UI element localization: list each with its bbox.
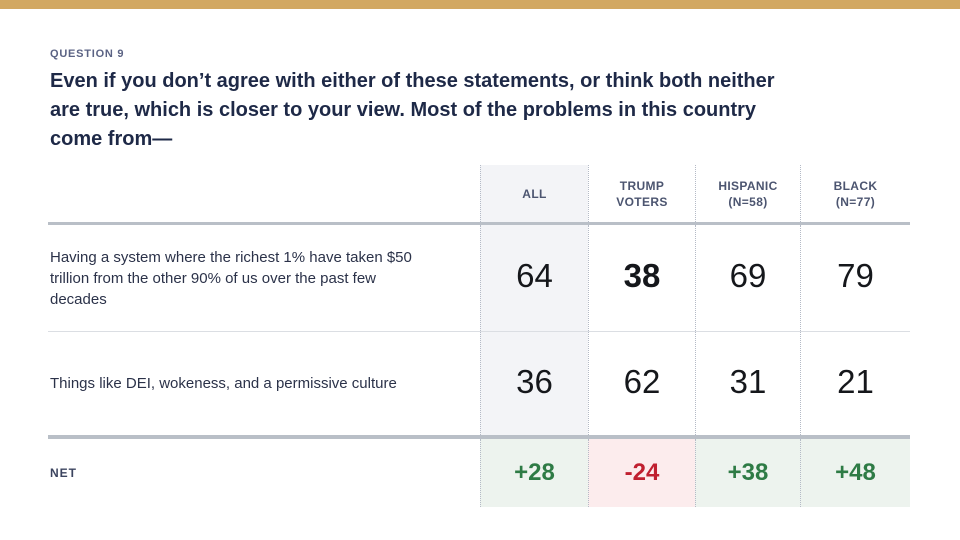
net-value-hispanic: +38 [695, 439, 800, 507]
net-row-label: NET [50, 466, 77, 480]
row2-value-all: 36 [480, 332, 588, 435]
net-value-all: +28 [480, 439, 588, 507]
column-header-trump-label: TRUMP [619, 178, 665, 193]
column-header-all-label: ALL [522, 186, 547, 201]
header-spacer [48, 165, 480, 222]
net-value-trump: -24 [588, 439, 695, 507]
row1-value-hispanic: 69 [695, 225, 800, 331]
question-title-line-1: Even if you don’t agree with either of t… [50, 70, 775, 92]
column-header-hispanic-label: HISPANIC [718, 178, 778, 193]
column-header-black: BLACK (N=77) [800, 165, 910, 222]
row1-label: Having a system where the richest 1% hav… [50, 248, 412, 308]
column-header-hispanic-sub: (N=58) [728, 194, 768, 209]
top-accent-bar [0, 0, 960, 9]
column-header-all: ALL [480, 165, 588, 222]
column-header-trump-voters: TRUMP VOTERS [588, 165, 695, 222]
column-header-black-sub: (N=77) [835, 194, 876, 209]
column-header-trump-sub: VOTERS [616, 194, 668, 209]
net-value-black: +48 [800, 439, 910, 507]
question-title: Even if you don’t agree with either of t… [50, 67, 775, 154]
question-title-line-2: are true, which is closer to your view. … [50, 99, 757, 121]
row1-value-trump: 38 [588, 225, 695, 331]
row1-value-black: 79 [800, 225, 910, 331]
question-title-line-3: come from— [50, 128, 173, 150]
question-number-label: QUESTION 9 [50, 48, 125, 60]
row2-label: Things like DEI, wokeness, and a permiss… [50, 375, 397, 392]
row2-value-black: 21 [800, 332, 910, 435]
net-divider [48, 435, 910, 439]
column-header-black-label: BLACK [833, 178, 878, 193]
header-divider [48, 222, 910, 225]
row1-value-all: 64 [480, 225, 588, 331]
row-divider [48, 331, 910, 332]
row2-value-hispanic: 31 [695, 332, 800, 435]
row2-value-trump: 62 [588, 332, 695, 435]
results-table: ALL TRUMP VOTERS HISPANIC (N=58) BLACK (… [48, 165, 910, 507]
column-header-hispanic: HISPANIC (N=58) [695, 165, 800, 222]
